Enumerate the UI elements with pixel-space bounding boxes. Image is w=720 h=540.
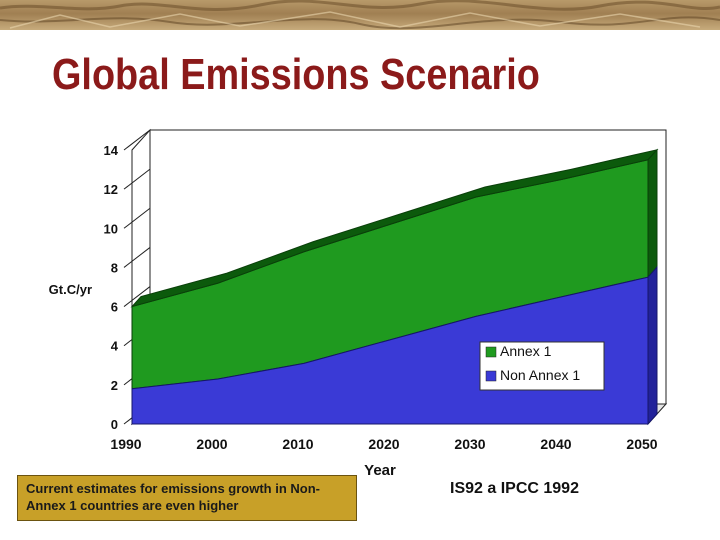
x-tick-label: 2050 (626, 436, 657, 452)
note-box: Current estimates for emissions growth i… (17, 475, 357, 521)
x-tick-label: 2020 (368, 436, 399, 452)
decorative-banner (0, 0, 720, 30)
y-tick (123, 168, 151, 190)
y-tick (123, 286, 151, 307)
x-tick-label: 2000 (196, 436, 227, 452)
y-tick (123, 247, 151, 268)
legend-label: Annex 1 (500, 343, 552, 359)
y-tick-label: 14 (104, 143, 119, 158)
x-tick-label: 2030 (454, 436, 485, 452)
y-tick-label: 4 (111, 339, 119, 354)
y-tick-label: 0 (111, 417, 118, 432)
legend-swatch (485, 346, 497, 358)
y-tick-label: 10 (104, 221, 118, 236)
slide-title: Global Emissions Scenario (52, 50, 540, 99)
y-tick-label: 2 (111, 378, 118, 393)
series-side-annex-1 (647, 148, 658, 279)
y-tick (123, 129, 151, 151)
y-tick (123, 207, 151, 229)
y-tick-label: 12 (104, 182, 118, 197)
banner-texture (0, 0, 720, 30)
x-tick-label: 2040 (540, 436, 571, 452)
legend-swatch (485, 370, 497, 382)
legend-label: Non Annex 1 (500, 367, 580, 383)
x-tick-label: 1990 (110, 436, 141, 452)
source-citation: IS92 a IPCC 1992 (450, 480, 579, 497)
x-axis-label: Year (364, 462, 396, 479)
y-axis-label: Gt.C/yr (49, 282, 92, 297)
y-tick-label: 6 (111, 300, 118, 315)
series-side-non-annex-1 (647, 265, 658, 426)
legend-box (479, 341, 605, 391)
x-tick-label: 2010 (282, 436, 313, 452)
y-tick-label: 8 (111, 260, 118, 275)
